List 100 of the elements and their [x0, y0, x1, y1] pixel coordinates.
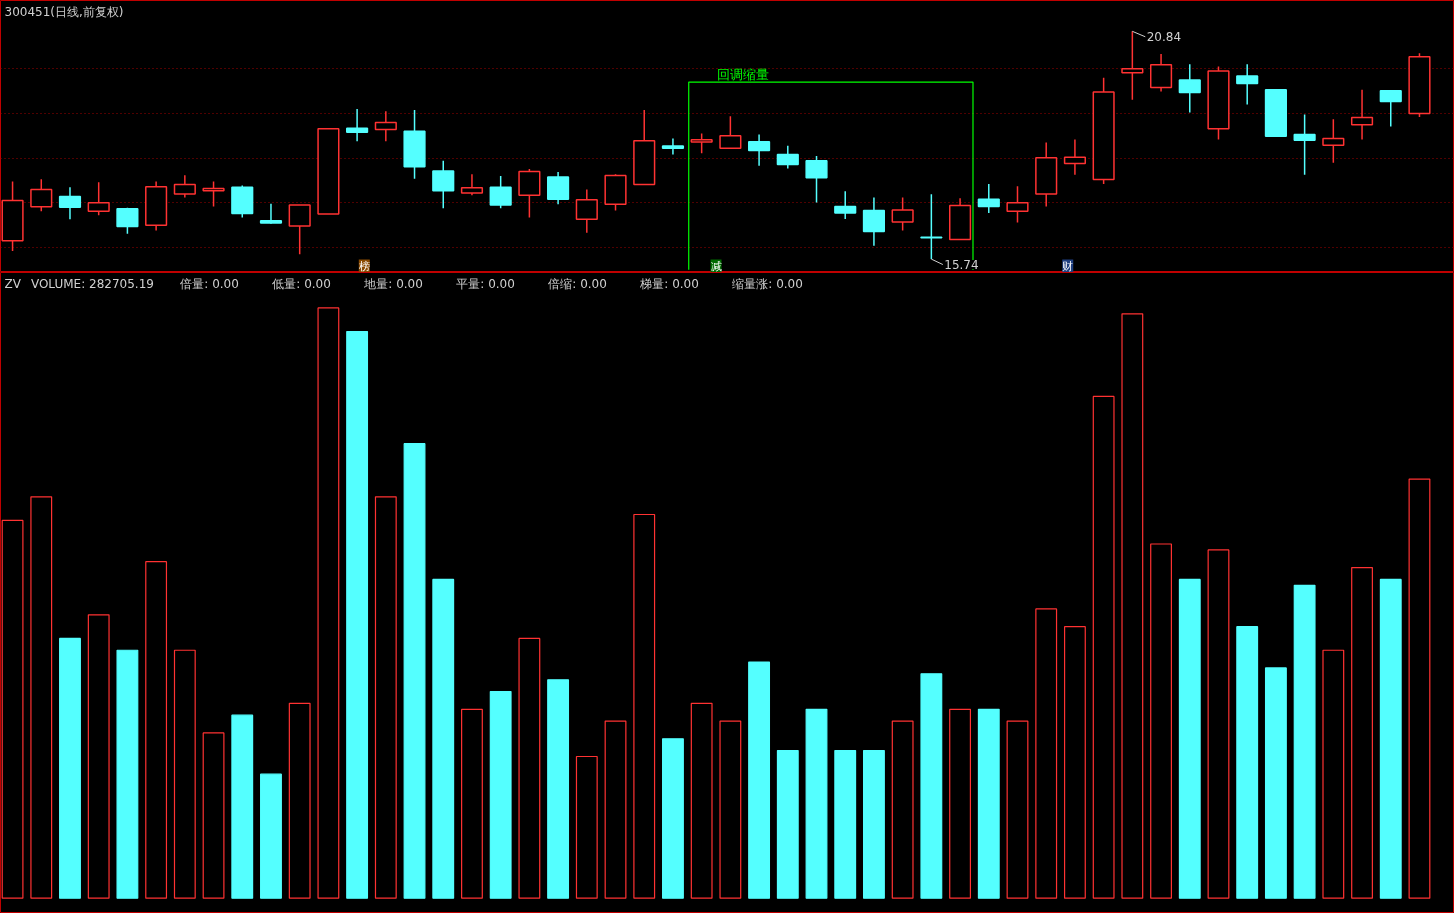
bar [145, 561, 168, 899]
bar [260, 773, 282, 899]
bar [1, 519, 24, 899]
candlestick [834, 190, 857, 220]
bar [719, 720, 742, 899]
bar [776, 749, 799, 899]
bar [1063, 626, 1086, 899]
bar [1379, 578, 1402, 899]
bar [633, 513, 656, 899]
candlestick [374, 110, 397, 142]
bar [346, 330, 369, 899]
candlestick [1063, 138, 1087, 176]
candlestick [1350, 89, 1374, 141]
bar [690, 702, 713, 899]
candlestick [690, 132, 713, 154]
bar [604, 720, 627, 899]
bar [374, 496, 397, 899]
bar [432, 578, 455, 899]
bar [59, 637, 81, 899]
bar [977, 708, 1000, 899]
bar [891, 720, 914, 899]
candlestick [1293, 113, 1316, 176]
candlestick [460, 173, 484, 196]
candlestick [116, 206, 139, 235]
candlestick [547, 171, 570, 205]
candlestick [805, 155, 828, 204]
candlestick [575, 188, 598, 234]
bar [1178, 578, 1201, 899]
bar [461, 708, 483, 899]
annotation: 榜 [358, 259, 370, 273]
candlestick [661, 137, 685, 156]
bar [1408, 478, 1431, 899]
bar [1207, 549, 1230, 899]
text: 倍量: 0.00 [180, 276, 239, 291]
text: ZV [4, 276, 22, 291]
candlestick [1178, 63, 1201, 114]
bar [116, 649, 139, 899]
bar [173, 649, 196, 899]
bar [1236, 626, 1259, 899]
annotation: 回调缩量 [717, 67, 770, 83]
bar [1092, 395, 1115, 899]
candlestick [30, 178, 53, 213]
bar [202, 732, 225, 899]
bar [30, 496, 53, 899]
bar [1121, 313, 1144, 899]
bar [1264, 667, 1287, 899]
bar [805, 708, 828, 899]
bar [1006, 720, 1029, 899]
bar [231, 714, 254, 899]
bar [547, 679, 570, 899]
text: 梯量: 0.00 [639, 276, 699, 291]
bar [863, 749, 885, 899]
candlestick [977, 183, 1000, 214]
bar [87, 614, 110, 899]
chart-title: 300451(日线,前复权) [4, 4, 124, 19]
bar [575, 755, 598, 899]
candlestick [1121, 30, 1144, 101]
candlestick [518, 168, 541, 219]
annotation: 15.74 [944, 258, 979, 273]
candlestick [891, 196, 914, 232]
annotation: 减 [710, 259, 722, 273]
candlestick [862, 196, 886, 247]
text: VOLUME: 282705.19 [30, 276, 154, 291]
candlestick [1006, 185, 1029, 224]
candlestick [288, 204, 311, 255]
text: 低量: 0.00 [272, 276, 331, 291]
bar [1351, 567, 1373, 899]
bar [1150, 543, 1172, 899]
candlestick [489, 175, 512, 209]
bar [489, 690, 512, 899]
bar [748, 661, 771, 899]
candlestick [920, 193, 943, 260]
candlestick [58, 186, 82, 221]
bar [834, 749, 857, 899]
candlestick [432, 160, 455, 209]
bar [662, 738, 684, 899]
candlestick [202, 180, 225, 208]
bar [1035, 608, 1058, 899]
text: 地量: 0.00 [363, 276, 423, 291]
candlestick [1149, 53, 1173, 93]
bar [518, 637, 541, 899]
bar [949, 708, 972, 899]
text: 倍缩: 0.00 [548, 276, 607, 291]
bar [1293, 584, 1316, 899]
candlestick [719, 115, 742, 150]
candlestick [1236, 63, 1259, 106]
annotation: 财 [1062, 259, 1074, 273]
candlestick [259, 202, 283, 225]
candlestick [173, 174, 196, 199]
candlestick [87, 181, 110, 217]
bar [288, 702, 311, 899]
candlestick [776, 144, 799, 170]
candlestick [1379, 89, 1402, 128]
text: 缩量涨: 0.00 [732, 276, 803, 291]
bar [403, 443, 426, 899]
text: 平量: 0.00 [456, 276, 515, 291]
bar [317, 307, 340, 899]
bar [920, 673, 943, 899]
candlestick [748, 133, 771, 167]
bar [1322, 649, 1345, 899]
